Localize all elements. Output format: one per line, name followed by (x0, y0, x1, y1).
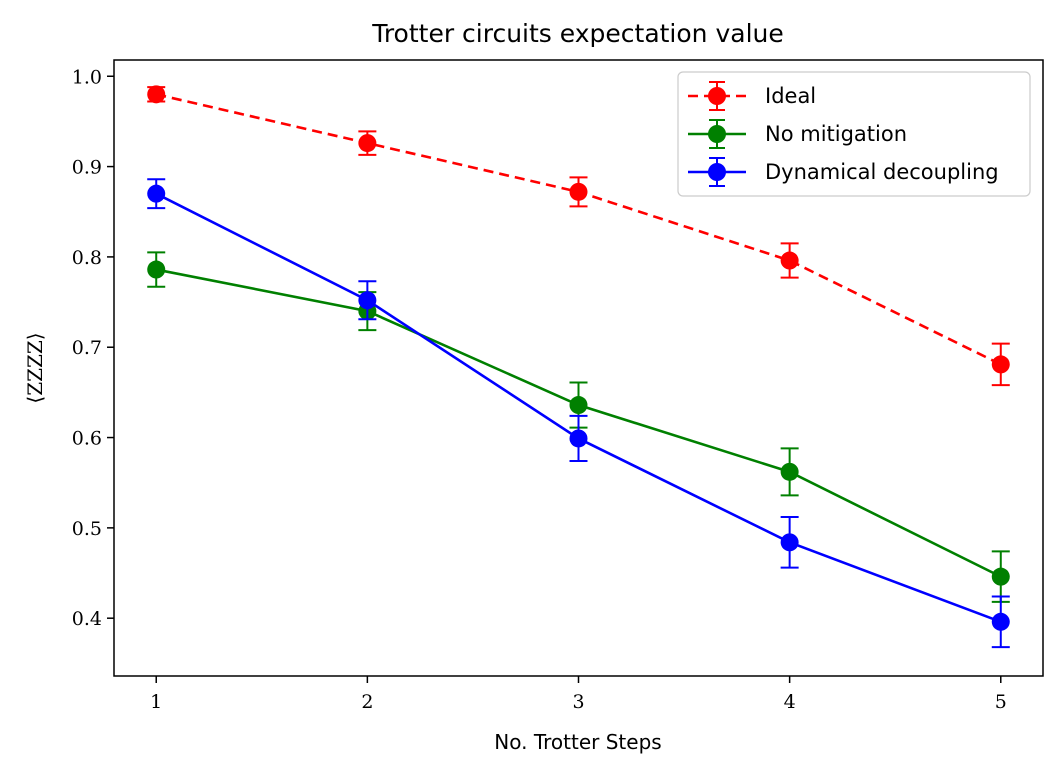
y-axis-label: ⟨ZZZZ⟩ (23, 332, 47, 403)
legend-marker (708, 87, 726, 105)
x-axis-label: No. Trotter Steps (494, 730, 661, 754)
y-tick-label: 0.9 (72, 157, 102, 179)
legend-entry: Ideal (688, 81, 816, 111)
legend-marker (708, 163, 726, 181)
legend-box (677, 71, 1031, 197)
y-tick-label: 0.8 (72, 247, 102, 269)
legend: Ideal No mitigation Dynamical decoupling (677, 71, 1031, 197)
legend-label: Dynamical decoupling (765, 160, 999, 184)
data-point (780, 462, 799, 481)
data-point (991, 567, 1010, 586)
x-tick-label: 3 (572, 691, 584, 713)
x-tick-label: 2 (361, 691, 373, 713)
legend-marker (708, 125, 726, 143)
series-ideal (147, 85, 1010, 387)
chart-title: Trotter circuits expectation value (371, 19, 784, 48)
data-point (147, 184, 166, 203)
legend-label: Ideal (765, 84, 816, 108)
data-point (569, 429, 588, 448)
legend-entry: Dynamical decoupling (688, 157, 999, 187)
data-point (569, 396, 588, 415)
series-dynamical-decoupling (147, 178, 1010, 649)
data-point (569, 182, 588, 201)
y-tick-label: 1.0 (72, 66, 102, 88)
x-tick-label: 4 (784, 691, 796, 713)
data-point (147, 85, 166, 104)
y-tick-label: 0.5 (72, 518, 102, 540)
y-tick-label: 0.4 (72, 608, 102, 630)
data-point (991, 355, 1010, 374)
data-point (147, 260, 166, 279)
data-point (991, 612, 1010, 631)
legend-label: No mitigation (765, 122, 907, 146)
data-point (780, 251, 799, 270)
y-tick-label: 0.7 (72, 337, 102, 359)
axis-ticks: 1 2 3 4 5 0.4 0.5 0.6 0.7 0.8 0.9 1.0 (72, 66, 1007, 713)
x-tick-label: 5 (995, 691, 1007, 713)
legend-entry: No mitigation (688, 119, 907, 149)
y-tick-label: 0.6 (72, 428, 102, 450)
x-tick-label: 1 (150, 691, 162, 713)
data-point (358, 134, 377, 153)
plot-area (147, 85, 1010, 649)
data-point (780, 533, 799, 552)
data-point (358, 291, 377, 310)
